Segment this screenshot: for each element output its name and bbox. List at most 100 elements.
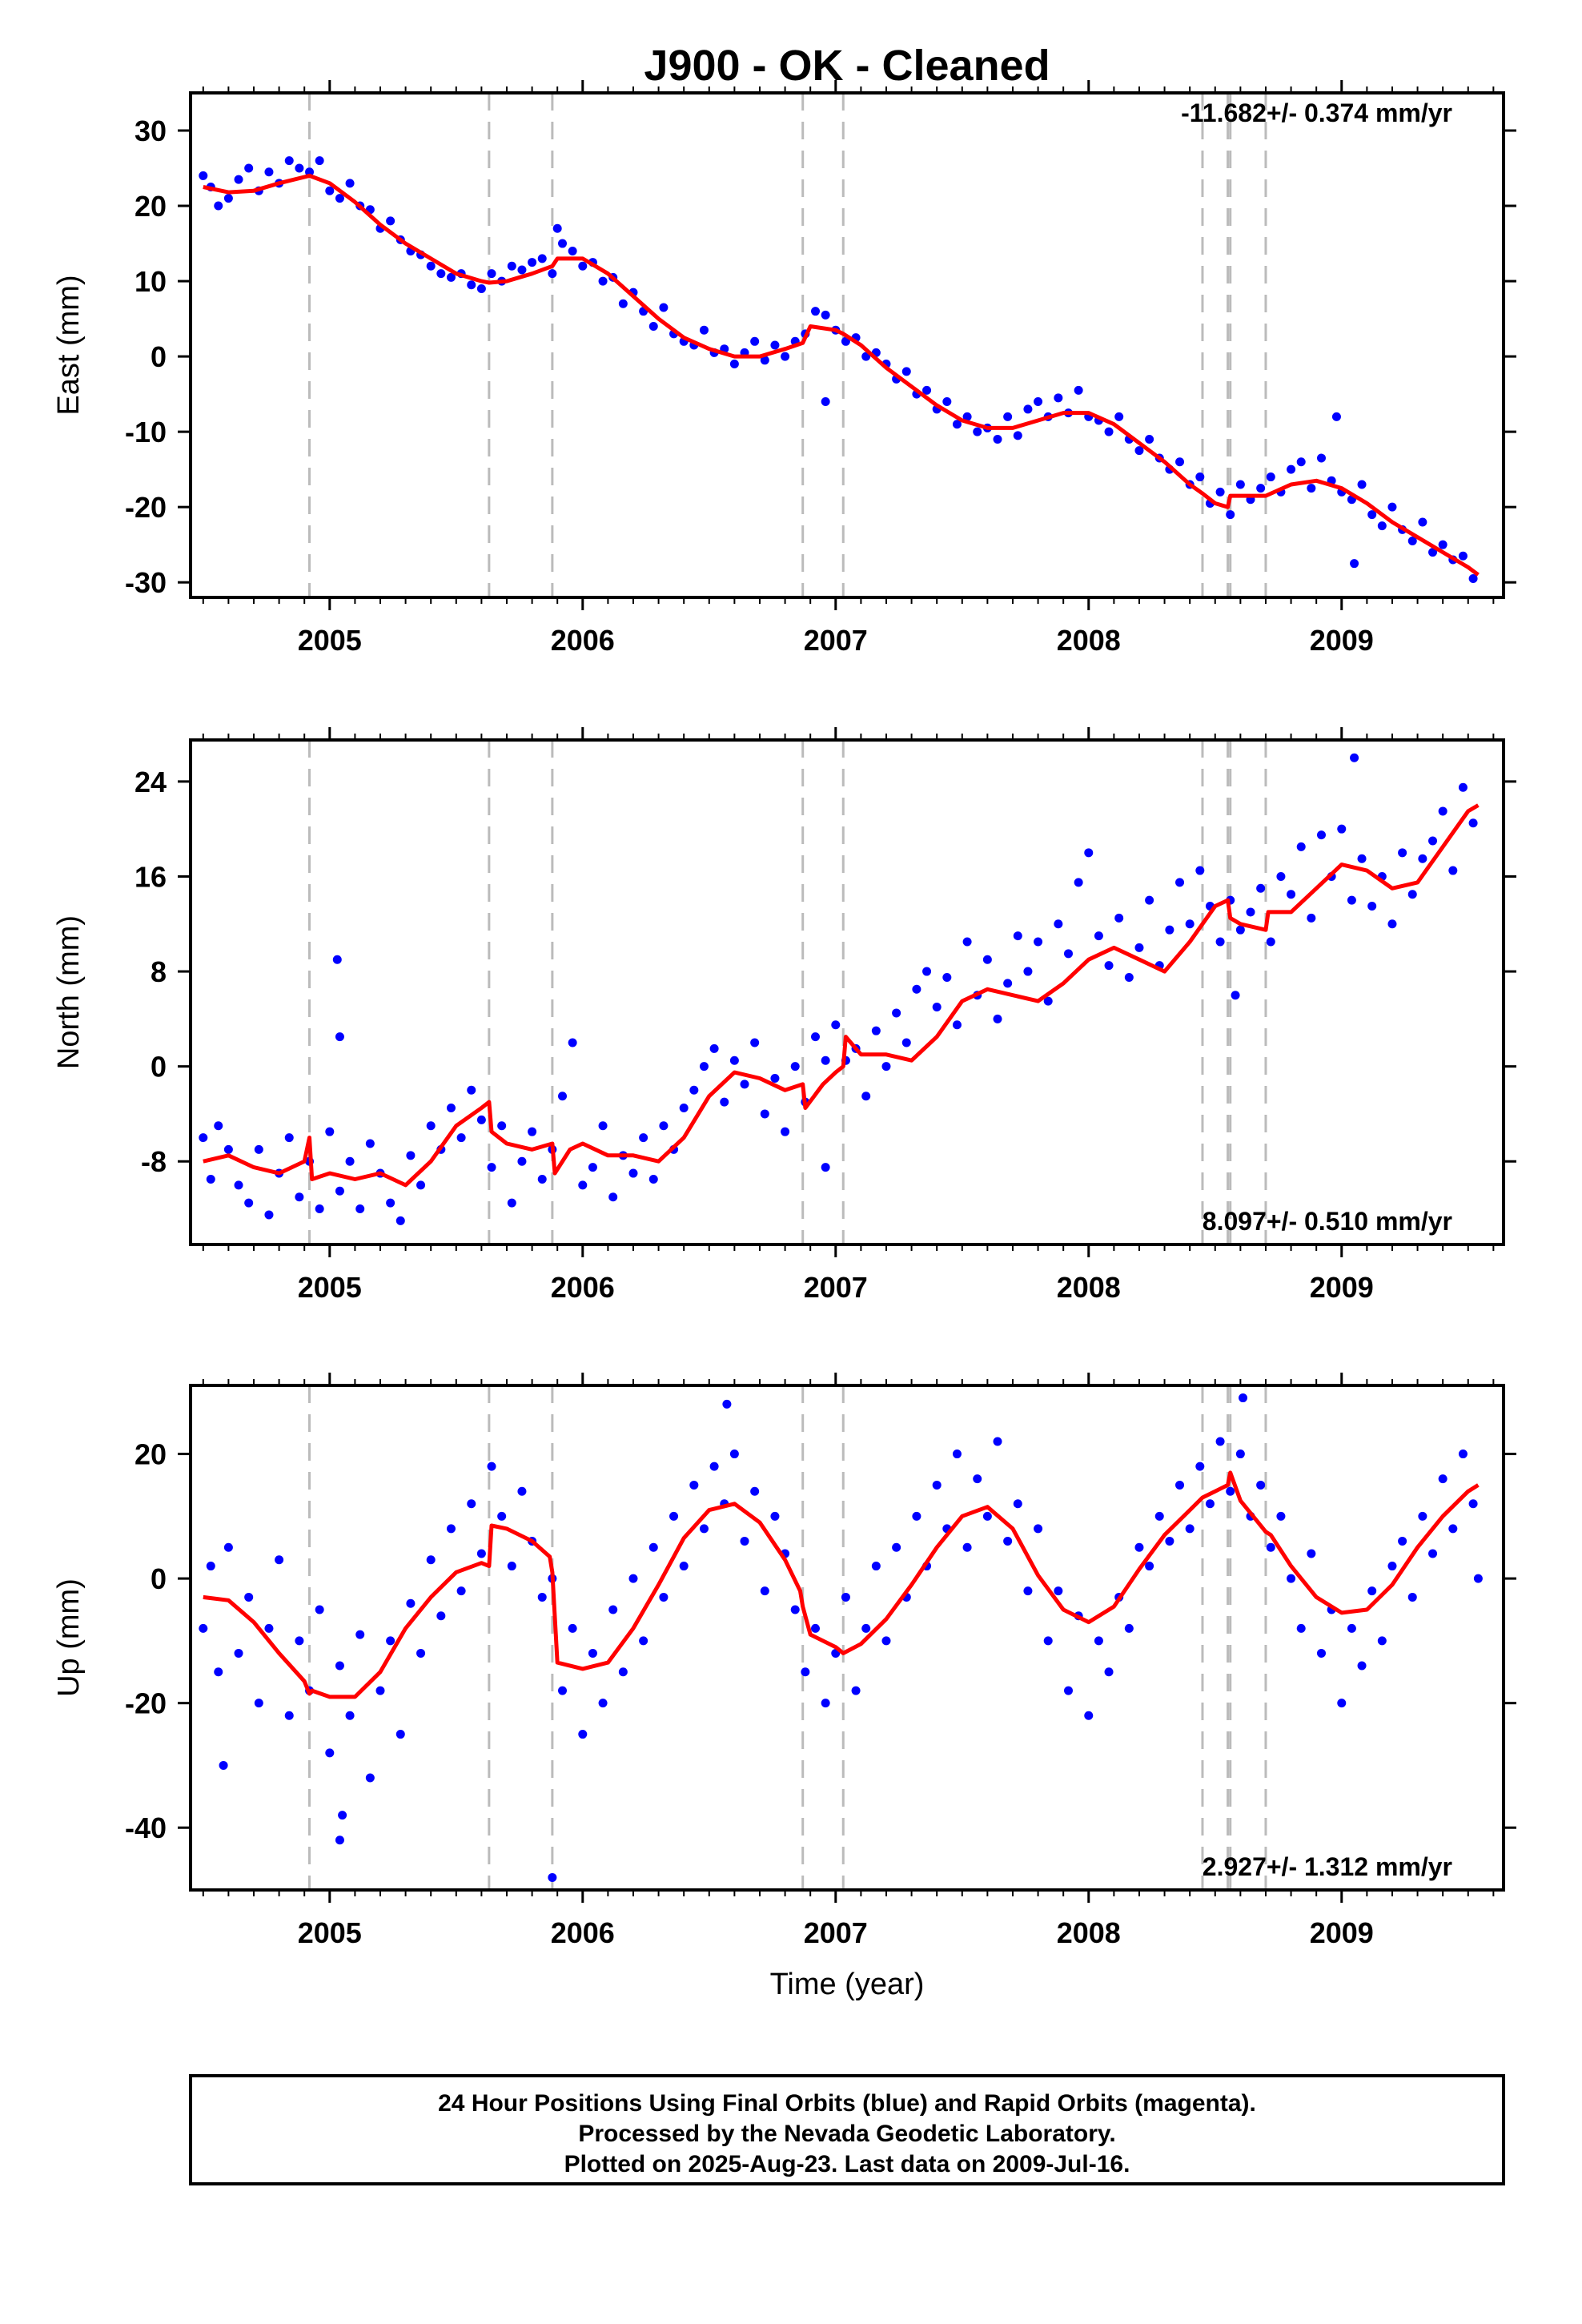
data-point: [223, 1144, 233, 1154]
data-point: [1407, 890, 1417, 899]
data-point: [552, 223, 562, 233]
data-point: [578, 261, 588, 271]
data-point: [558, 1686, 568, 1695]
data-point: [699, 325, 709, 335]
data-point: [821, 1055, 830, 1065]
data-point: [861, 1092, 871, 1101]
data-point: [1256, 1480, 1266, 1490]
data-point: [1347, 895, 1356, 905]
data-point: [507, 1198, 516, 1208]
data-point: [841, 1592, 850, 1602]
rate-label: -11.682+/- 0.374 mm/yr: [1181, 99, 1452, 127]
rate-label: 8.097+/- 0.510 mm/yr: [1203, 1207, 1452, 1236]
data-point: [942, 972, 952, 982]
data-point: [386, 1636, 396, 1646]
data-point: [770, 340, 780, 350]
data-point: [871, 1026, 881, 1035]
data-point: [548, 1872, 557, 1882]
data-point: [1145, 895, 1154, 905]
data-point: [1023, 1586, 1033, 1596]
data-point: [729, 1449, 739, 1459]
data-point: [548, 269, 557, 279]
panel-up: 2005 2006 2007 2008 2009 -40 -20 0 20 Up (mm) 2.92…: [52, 1373, 1516, 2001]
data-point: [598, 1699, 608, 1708]
data-point: [1134, 446, 1144, 456]
data-point: [1094, 1636, 1103, 1646]
data-point: [1145, 435, 1154, 444]
data-point: [1276, 1511, 1286, 1521]
data-point: [1013, 431, 1022, 440]
data-point: [476, 1115, 486, 1124]
y-tick-label: -40: [125, 1811, 167, 1844]
data-point: [537, 254, 547, 263]
data-point: [568, 246, 577, 255]
data-point: [234, 175, 243, 184]
data-point: [781, 352, 790, 361]
data-point: [1003, 412, 1013, 421]
y-tick-label: 8: [151, 955, 167, 988]
data-point: [1175, 457, 1185, 467]
data-point: [831, 1020, 841, 1030]
x-axis-title: Time (year): [770, 1968, 925, 2001]
data-point: [588, 1163, 597, 1172]
data-point: [295, 163, 304, 173]
data-point: [365, 1773, 375, 1783]
x-tick-label: 2007: [804, 1271, 868, 1304]
data-point: [1337, 824, 1347, 834]
data-point: [588, 1648, 597, 1658]
data-point: [1034, 1524, 1043, 1534]
data-point: [993, 1437, 1002, 1446]
data-point: [770, 1073, 780, 1083]
data-point: [206, 1174, 215, 1184]
data-point: [1331, 412, 1341, 421]
data-point: [1195, 1462, 1205, 1471]
data-point: [1023, 967, 1033, 976]
data-point: [335, 1661, 344, 1671]
data-point: [1013, 931, 1022, 941]
data-point: [1084, 848, 1094, 858]
y-tick-label: 0: [151, 340, 167, 373]
data-point: [1074, 878, 1083, 887]
data-point: [821, 310, 830, 320]
footer-line-1: 24 Hour Positions Using Final Orbits (bl…: [438, 2090, 1256, 2117]
data-point: [507, 261, 516, 271]
data-point: [497, 1511, 507, 1521]
data-point: [416, 1180, 426, 1190]
data-point: [1235, 925, 1245, 935]
data-point: [386, 1198, 396, 1208]
data-point: [446, 1524, 456, 1534]
data-point: [568, 1623, 577, 1633]
x-tick-label: 2008: [1057, 1916, 1121, 1949]
panel-north: 2005 2006 2007 2008 2009 -8 0 8 16 24 North (mm) 8.…: [52, 727, 1516, 1304]
data-point: [1307, 484, 1316, 493]
data-point: [295, 1636, 304, 1646]
x-tick-label: 2009: [1310, 624, 1374, 657]
data-point: [659, 1121, 669, 1131]
data-point: [1043, 996, 1053, 1006]
data-point: [1407, 536, 1417, 545]
data-point: [375, 1686, 385, 1695]
data-point: [406, 1598, 416, 1608]
data-point: [639, 1133, 648, 1143]
data-point: [254, 1144, 263, 1154]
data-point: [993, 1014, 1002, 1023]
data-point: [1377, 521, 1387, 531]
data-point: [750, 1038, 760, 1047]
data-point: [507, 1562, 516, 1571]
data-point: [1398, 848, 1407, 858]
data-point: [1114, 913, 1124, 923]
data-point: [699, 1524, 709, 1534]
x-tick-label: 2009: [1310, 1271, 1374, 1304]
data-point: [952, 1449, 962, 1459]
data-point: [689, 1085, 699, 1095]
data-point: [537, 1174, 547, 1184]
data-point: [729, 1055, 739, 1065]
data-point: [770, 1511, 780, 1521]
model-fit-line: [203, 1470, 1480, 1699]
data-point: [214, 1121, 223, 1131]
data-point: [1387, 502, 1397, 512]
data-point: [750, 336, 760, 346]
data-point: [993, 435, 1002, 444]
data-point: [1175, 1480, 1185, 1490]
panels: 2005 2006 2007 2008 2009-30-20-100102030East…: [52, 80, 1516, 2001]
